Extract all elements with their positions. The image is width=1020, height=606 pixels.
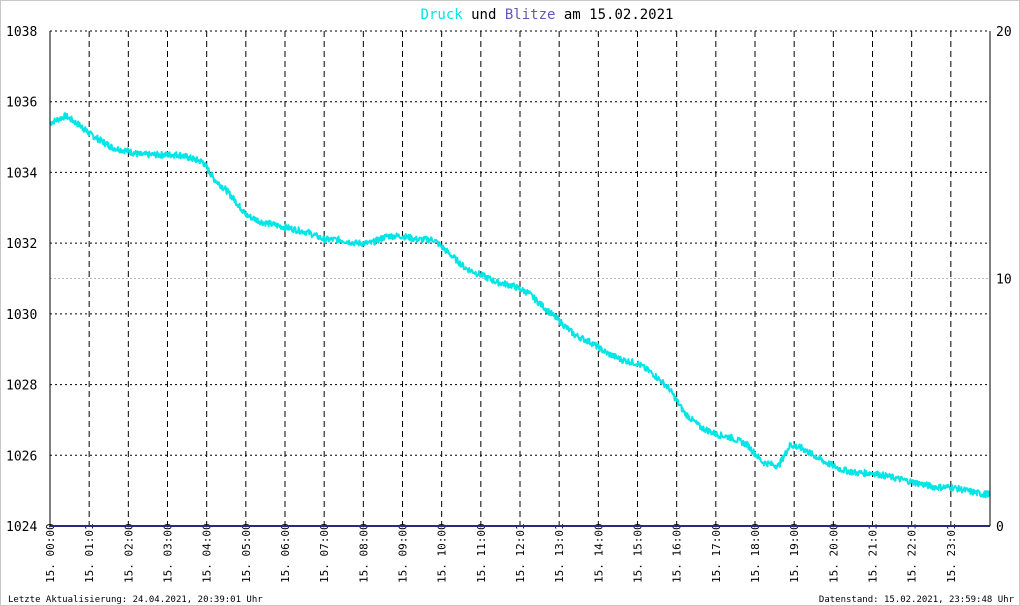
footer-data-status: Datenstand: 15.02.2021, 23:59:48 Uhr — [819, 595, 1015, 605]
left-axis-labels: 1038 1036 1034 1032 1030 1028 1026 1024 — [6, 25, 37, 535]
title-druck: Druck — [421, 7, 464, 23]
right-tick-label: 20 — [996, 25, 1012, 40]
title-am: am — [564, 7, 581, 23]
left-tick-label: 1028 — [6, 379, 37, 394]
x-tick-label: 15. 00:00 — [44, 523, 57, 583]
series-layer — [49, 112, 991, 527]
x-tick-label: 15. 18:00 — [749, 523, 762, 583]
x-tick-label: 15. 07:00 — [318, 523, 331, 583]
left-tick-label: 1036 — [6, 96, 37, 111]
x-tick-label: 15. 14:00 — [592, 523, 605, 583]
grid-lines — [50, 30, 990, 526]
x-tick-label: 15. 16:00 — [671, 523, 684, 583]
x-tick-label: 15. 15:00 — [632, 523, 645, 583]
title-und: und — [471, 7, 496, 23]
series-line-druck — [49, 112, 991, 499]
x-tick-label: 15. 01:01 — [83, 523, 96, 583]
x-tick-label: 15. 06:00 — [279, 523, 292, 583]
x-tick-label: 15. 05:00 — [240, 523, 253, 583]
x-tick-label: 15. 20:00 — [827, 523, 840, 583]
right-axis-labels: 20 10 0 — [996, 25, 1012, 535]
x-tick-label: 15. 23:01 — [945, 523, 958, 583]
x-tick-label: 15. 13:01 — [553, 523, 566, 583]
footer-last-update: Letzte Aktualisierung: 24.04.2021, 20:39… — [8, 595, 263, 605]
title-blitze: Blitze — [505, 7, 556, 23]
x-tick-label: 15. 19:00 — [788, 523, 801, 583]
x-tick-label: 15. 03:00 — [162, 523, 175, 583]
x-tick-label: 15. 11:00 — [475, 523, 488, 583]
x-axis-labels: 15. 00:00 15. 01:01 15. 02:00 15. 03:00 15. … — [44, 523, 958, 583]
left-tick-label: 1026 — [6, 449, 37, 464]
x-tick-label: 15. 22:01 — [906, 523, 919, 583]
x-tick-label: 15. 10:00 — [436, 523, 449, 583]
chart-title: Druck und Blitze am 15.02.2021 — [421, 7, 674, 23]
title-date: 15.02.2021 — [589, 7, 673, 23]
x-tick-label: 15. 08:00 — [357, 523, 370, 583]
x-tick-label: 15. 17:00 — [710, 523, 723, 583]
x-tick-label: 15. 02:00 — [122, 523, 135, 583]
left-tick-label: 1032 — [6, 237, 37, 252]
left-tick-label: 1024 — [6, 520, 37, 535]
right-tick-label: 10 — [996, 273, 1012, 288]
x-tick-label: 15. 21:01 — [867, 523, 880, 583]
left-tick-label: 1038 — [6, 25, 37, 40]
x-tick-label: 15. 12:01 — [514, 523, 527, 583]
left-tick-label: 1030 — [6, 308, 37, 323]
x-tick-label: 15. 09:00 — [397, 523, 410, 583]
left-tick-label: 1034 — [6, 166, 37, 181]
right-tick-label: 0 — [996, 520, 1004, 535]
x-tick-label: 15. 04:00 — [201, 523, 214, 583]
